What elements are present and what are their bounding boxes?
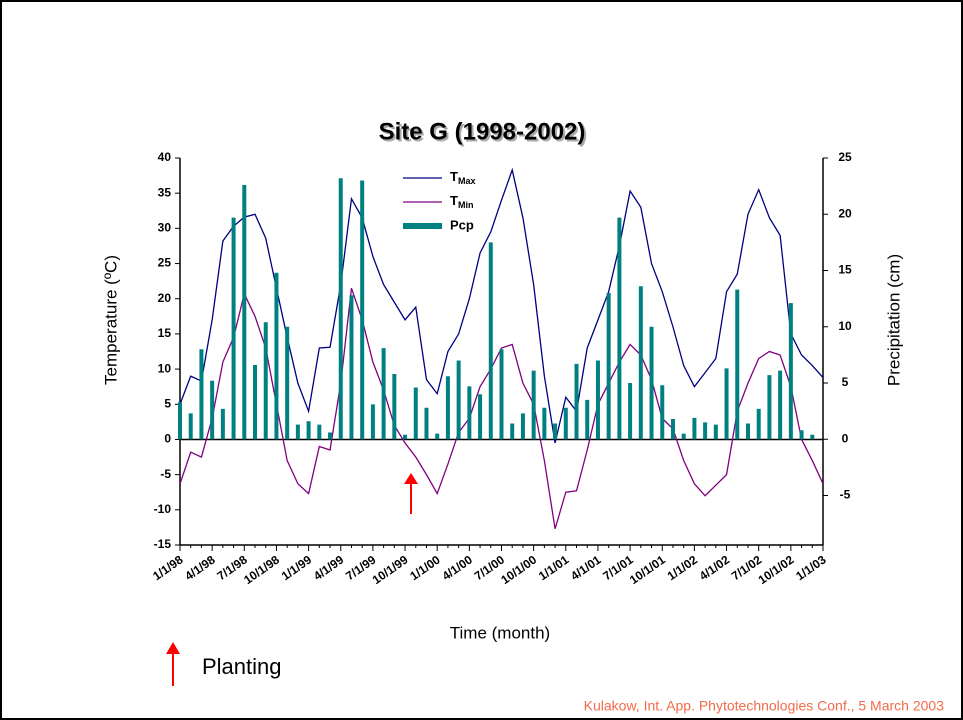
bar <box>778 370 783 440</box>
bar <box>681 433 686 440</box>
bar <box>478 394 483 440</box>
bar <box>349 295 354 440</box>
bar <box>188 413 193 440</box>
chart-title: Site G (1998-2002) <box>379 118 586 145</box>
bar <box>692 417 697 440</box>
bar <box>435 433 440 440</box>
y2-tick-label: 25 <box>838 150 852 164</box>
legend-label: TMin <box>450 193 473 210</box>
bar <box>735 289 740 440</box>
y-tick-label: 5 <box>164 396 171 410</box>
bar <box>520 413 525 440</box>
bar <box>499 349 504 440</box>
y-tick-label: 30 <box>158 221 172 235</box>
bar <box>638 286 643 440</box>
bar <box>617 217 622 440</box>
bar <box>231 217 236 440</box>
bar <box>649 326 654 440</box>
bar <box>628 383 633 440</box>
bar <box>285 326 290 440</box>
bar <box>531 370 536 440</box>
y-tick-label: 0 <box>164 432 171 446</box>
y2-axis-label: Precipitation (cm) <box>884 254 903 386</box>
bar <box>595 360 600 440</box>
y-tick-label: 15 <box>158 326 172 340</box>
bar <box>424 407 429 440</box>
y-tick-label: -15 <box>154 537 172 551</box>
x-axis-label: Time (month) <box>450 623 550 642</box>
y-tick-label: 20 <box>158 291 172 305</box>
bar <box>510 423 515 440</box>
bar <box>670 419 675 440</box>
y-tick-label: 35 <box>158 185 172 199</box>
bar <box>703 422 708 440</box>
bar <box>724 368 729 440</box>
bar <box>574 363 579 440</box>
bar <box>328 432 333 440</box>
bar <box>370 404 375 440</box>
bar <box>242 185 247 440</box>
y2-tick-label: 0 <box>842 431 849 445</box>
bar <box>199 349 204 440</box>
bar <box>445 376 450 440</box>
bar <box>392 374 397 440</box>
y2-tick-label: 15 <box>838 263 852 277</box>
y-tick-label: -5 <box>160 467 171 481</box>
bar <box>210 380 215 440</box>
bar <box>456 360 461 440</box>
bar <box>745 423 750 440</box>
bar <box>713 424 718 440</box>
bar <box>306 421 311 440</box>
bar <box>253 365 258 440</box>
bar <box>585 399 590 440</box>
y2-tick-label: -5 <box>840 488 851 502</box>
legend-label: TMax <box>450 169 475 186</box>
bar <box>799 430 804 440</box>
bar <box>756 408 761 440</box>
bar <box>317 424 322 440</box>
legend-label: Pcp <box>450 217 474 232</box>
bar <box>178 402 182 440</box>
bar <box>413 387 418 440</box>
bar <box>767 375 772 440</box>
bar <box>274 272 279 440</box>
title-shadow: Site G (1998-2002) <box>381 120 588 147</box>
y2-tick-label: 5 <box>842 375 849 389</box>
bar <box>403 434 408 440</box>
bar <box>553 423 558 440</box>
bar <box>606 293 611 440</box>
planting-key-arrow <box>166 642 180 686</box>
annotation: Planting <box>202 654 282 679</box>
y2-tick-label: 10 <box>838 319 852 333</box>
planting-arrow <box>404 473 418 514</box>
bar <box>542 407 547 440</box>
bar <box>360 180 365 440</box>
y-tick-label: 40 <box>158 150 172 164</box>
y-tick-label: 25 <box>158 256 172 270</box>
bar <box>338 178 343 440</box>
bar <box>381 348 386 440</box>
y-axis-label: Temperature (ºC) <box>101 255 120 385</box>
y-tick-label: -10 <box>154 502 172 516</box>
y2-tick-label: 20 <box>838 206 852 220</box>
line <box>179 287 824 530</box>
bar <box>295 424 300 440</box>
bar <box>810 434 815 440</box>
bar <box>263 322 268 440</box>
bar <box>563 407 568 440</box>
y-tick-label: 10 <box>158 361 172 375</box>
bar <box>788 303 793 440</box>
bar <box>488 242 493 440</box>
bar <box>220 408 225 440</box>
bar <box>467 386 472 440</box>
legend-swatch <box>403 223 442 229</box>
bar <box>660 385 665 440</box>
footer: Kulakow, Int. App. Phytotechnologies Con… <box>584 698 945 714</box>
